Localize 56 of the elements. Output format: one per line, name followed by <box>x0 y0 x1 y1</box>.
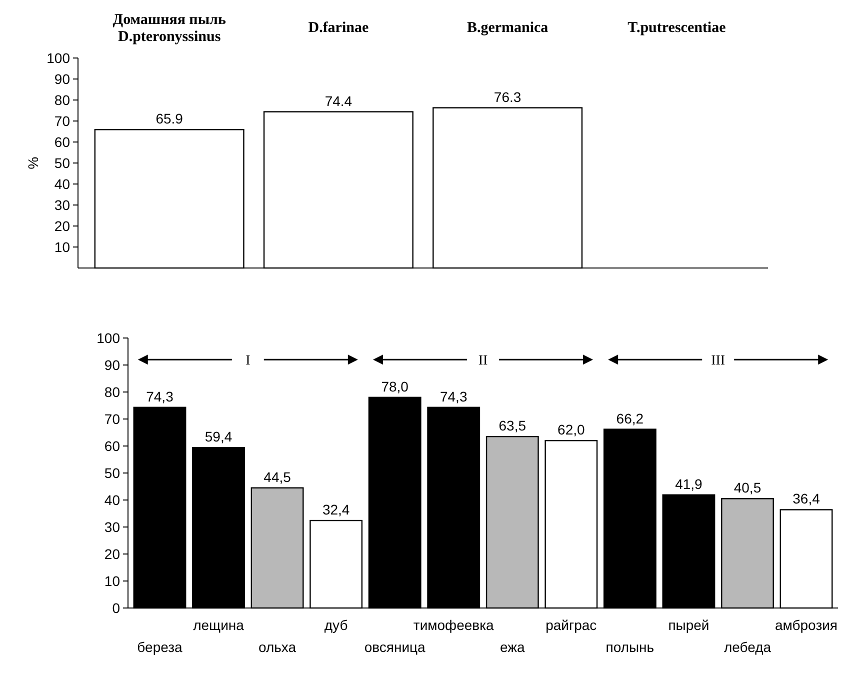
y-tick-label: 90 <box>104 356 120 373</box>
x-tick-label: ежа <box>500 639 525 655</box>
x-tick-label: полынь <box>606 639 654 655</box>
y-tick-label: 70 <box>104 410 120 427</box>
data-label: 78,0 <box>381 378 409 394</box>
x-tick-label: тимофеевка <box>413 617 494 633</box>
y-tick-label: 100 <box>46 50 70 66</box>
x-tick-label: D.farinae <box>308 20 369 36</box>
data-label: 74,3 <box>440 388 468 404</box>
data-label: 74.4 <box>324 92 352 109</box>
data-label: 36,4 <box>792 490 820 507</box>
data-label: 41,9 <box>675 476 703 492</box>
x-tick-label: лещина <box>193 617 244 633</box>
x-tick-label: B.germanica <box>466 20 549 36</box>
x-tick-label: райграс <box>546 617 597 633</box>
y-tick-label: 70 <box>54 112 70 129</box>
y-tick-label: 100 <box>96 330 120 346</box>
y-tick-label: 80 <box>104 384 120 400</box>
y-tick-label: 10 <box>54 238 70 255</box>
y-tick-label: 20 <box>104 546 120 562</box>
y-tick-label: 90 <box>54 70 70 87</box>
y-tick-label: 20 <box>54 218 70 234</box>
x-tick-label: береза <box>137 639 183 655</box>
annotation: II <box>478 354 488 368</box>
data-label: 66,2 <box>616 410 644 426</box>
data-label: 76.3 <box>494 88 522 105</box>
y-tick-label: 40 <box>104 492 120 508</box>
x-tick-label: лебеда <box>724 639 772 655</box>
y-tick-label: 40 <box>54 176 70 192</box>
y-tick-label: 60 <box>104 438 120 454</box>
data-label: 63,5 <box>498 418 526 434</box>
data-label: 40,5 <box>734 480 762 496</box>
x-tick-label: ольха <box>258 639 296 655</box>
data-label: 44,5 <box>264 468 292 485</box>
x-tick-label: Домашняя пыль D.pteronyssinus <box>112 12 226 45</box>
y-tick-label: 0 <box>112 600 120 616</box>
y-tick-label: 30 <box>104 518 120 535</box>
y-tick-label: 10 <box>104 572 120 589</box>
y-tick-label: 30 <box>54 196 70 213</box>
y-tick-label: 50 <box>54 154 70 171</box>
data-label: 74,3 <box>146 388 174 404</box>
y-tick-label: 80 <box>54 92 70 108</box>
x-tick-label: амброзия <box>775 617 838 633</box>
x-tick-label: дуб <box>324 617 348 633</box>
x-tick-label: T.putrescentiae <box>628 20 726 36</box>
x-tick-label: пырей <box>668 617 710 633</box>
data-label: 65.9 <box>156 110 184 127</box>
y-tick-label: 60 <box>54 134 70 150</box>
y-axis-title: % <box>25 156 41 170</box>
x-tick-label: овсяница <box>364 639 426 655</box>
annotation: I <box>246 354 251 368</box>
data-label: 62,0 <box>558 422 585 438</box>
annotation: III <box>711 354 726 368</box>
y-tick-label: 50 <box>104 464 120 481</box>
data-label: 32,4 <box>322 502 350 518</box>
data-label: 59,4 <box>204 428 232 445</box>
